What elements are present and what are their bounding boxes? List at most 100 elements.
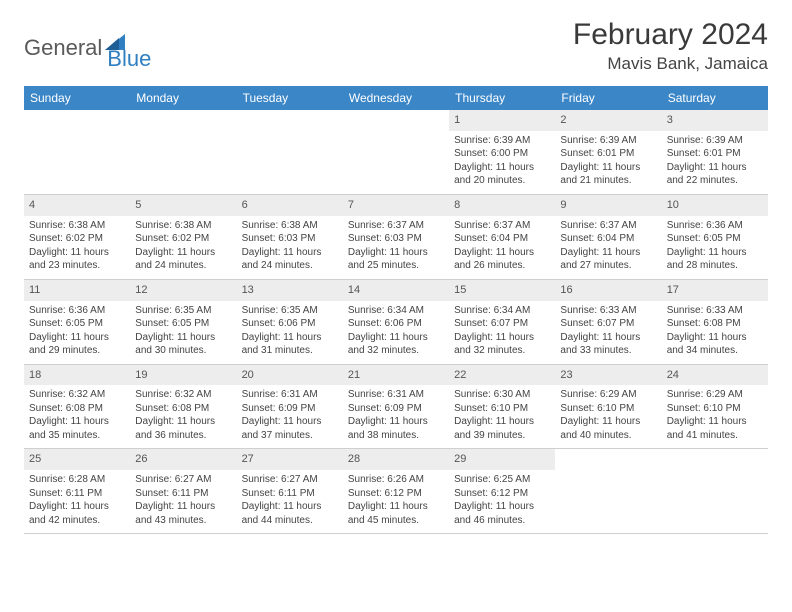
day-sunset: Sunset: 6:04 PM [560, 232, 656, 246]
day-sunset: Sunset: 6:06 PM [348, 317, 444, 331]
day-dl2: and 39 minutes. [454, 429, 550, 443]
day-sunset: Sunset: 6:05 PM [667, 232, 763, 246]
day-sunset: Sunset: 6:02 PM [135, 232, 231, 246]
day-sunset: Sunset: 6:08 PM [29, 402, 125, 416]
calendar-day-cell: 28Sunrise: 6:26 AMSunset: 6:12 PMDayligh… [343, 449, 449, 534]
day-dl1: Daylight: 11 hours [667, 331, 763, 345]
day-sunset: Sunset: 6:08 PM [135, 402, 231, 416]
weekday-header: Saturday [662, 86, 768, 110]
day-sunrise: Sunrise: 6:36 AM [667, 219, 763, 233]
day-sunrise: Sunrise: 6:39 AM [454, 134, 550, 148]
day-number: 9 [555, 195, 661, 216]
day-sunrise: Sunrise: 6:25 AM [454, 473, 550, 487]
day-dl1: Daylight: 11 hours [454, 246, 550, 260]
day-sunrise: Sunrise: 6:32 AM [29, 388, 125, 402]
day-sunset: Sunset: 6:06 PM [242, 317, 338, 331]
day-sunset: Sunset: 6:09 PM [348, 402, 444, 416]
title-block: February 2024 Mavis Bank, Jamaica [573, 18, 768, 74]
day-dl1: Daylight: 11 hours [454, 161, 550, 175]
day-dl2: and 28 minutes. [667, 259, 763, 273]
day-dl2: and 22 minutes. [667, 174, 763, 188]
calendar-day-cell [237, 110, 343, 194]
day-dl1: Daylight: 11 hours [667, 415, 763, 429]
day-sunrise: Sunrise: 6:30 AM [454, 388, 550, 402]
day-dl1: Daylight: 11 hours [454, 500, 550, 514]
day-sunrise: Sunrise: 6:38 AM [29, 219, 125, 233]
day-number: 2 [555, 110, 661, 131]
day-number: 5 [130, 195, 236, 216]
day-number: 11 [24, 280, 130, 301]
calendar-body: 1Sunrise: 6:39 AMSunset: 6:00 PMDaylight… [24, 110, 768, 534]
day-sunrise: Sunrise: 6:38 AM [135, 219, 231, 233]
calendar-day-cell: 26Sunrise: 6:27 AMSunset: 6:11 PMDayligh… [130, 449, 236, 534]
day-dl1: Daylight: 11 hours [667, 161, 763, 175]
day-sunrise: Sunrise: 6:39 AM [560, 134, 656, 148]
day-dl1: Daylight: 11 hours [29, 331, 125, 345]
weekday-header: Friday [555, 86, 661, 110]
day-dl2: and 46 minutes. [454, 514, 550, 528]
day-sunset: Sunset: 6:00 PM [454, 147, 550, 161]
day-sunrise: Sunrise: 6:31 AM [348, 388, 444, 402]
day-number: 22 [449, 365, 555, 386]
calendar-day-cell: 14Sunrise: 6:34 AMSunset: 6:06 PMDayligh… [343, 279, 449, 364]
day-sunset: Sunset: 6:07 PM [454, 317, 550, 331]
day-dl1: Daylight: 11 hours [348, 415, 444, 429]
day-dl1: Daylight: 11 hours [560, 161, 656, 175]
month-title: February 2024 [573, 18, 768, 52]
day-dl2: and 21 minutes. [560, 174, 656, 188]
calendar-day-cell: 19Sunrise: 6:32 AMSunset: 6:08 PMDayligh… [130, 364, 236, 449]
day-sunset: Sunset: 6:11 PM [135, 487, 231, 501]
day-dl1: Daylight: 11 hours [454, 331, 550, 345]
day-sunset: Sunset: 6:01 PM [560, 147, 656, 161]
day-sunset: Sunset: 6:12 PM [454, 487, 550, 501]
day-sunrise: Sunrise: 6:33 AM [667, 304, 763, 318]
day-sunrise: Sunrise: 6:38 AM [242, 219, 338, 233]
calendar-day-cell [24, 110, 130, 194]
day-dl2: and 37 minutes. [242, 429, 338, 443]
day-sunrise: Sunrise: 6:35 AM [242, 304, 338, 318]
day-dl2: and 38 minutes. [348, 429, 444, 443]
calendar-day-cell: 10Sunrise: 6:36 AMSunset: 6:05 PMDayligh… [662, 194, 768, 279]
calendar-day-cell: 6Sunrise: 6:38 AMSunset: 6:03 PMDaylight… [237, 194, 343, 279]
day-dl1: Daylight: 11 hours [29, 500, 125, 514]
day-number: 8 [449, 195, 555, 216]
day-sunset: Sunset: 6:05 PM [29, 317, 125, 331]
day-dl2: and 36 minutes. [135, 429, 231, 443]
day-dl1: Daylight: 11 hours [667, 246, 763, 260]
day-sunrise: Sunrise: 6:31 AM [242, 388, 338, 402]
day-dl2: and 26 minutes. [454, 259, 550, 273]
day-dl2: and 29 minutes. [29, 344, 125, 358]
day-dl1: Daylight: 11 hours [29, 246, 125, 260]
day-sunset: Sunset: 6:03 PM [348, 232, 444, 246]
day-dl1: Daylight: 11 hours [454, 415, 550, 429]
calendar-day-cell: 27Sunrise: 6:27 AMSunset: 6:11 PMDayligh… [237, 449, 343, 534]
day-dl2: and 20 minutes. [454, 174, 550, 188]
day-number: 23 [555, 365, 661, 386]
day-sunset: Sunset: 6:11 PM [242, 487, 338, 501]
day-sunrise: Sunrise: 6:29 AM [560, 388, 656, 402]
calendar-day-cell: 18Sunrise: 6:32 AMSunset: 6:08 PMDayligh… [24, 364, 130, 449]
calendar-table: Sunday Monday Tuesday Wednesday Thursday… [24, 86, 768, 534]
day-sunrise: Sunrise: 6:37 AM [560, 219, 656, 233]
day-dl2: and 24 minutes. [242, 259, 338, 273]
calendar-day-cell: 9Sunrise: 6:37 AMSunset: 6:04 PMDaylight… [555, 194, 661, 279]
day-sunset: Sunset: 6:08 PM [667, 317, 763, 331]
calendar-day-cell: 5Sunrise: 6:38 AMSunset: 6:02 PMDaylight… [130, 194, 236, 279]
day-sunrise: Sunrise: 6:37 AM [454, 219, 550, 233]
day-sunrise: Sunrise: 6:34 AM [454, 304, 550, 318]
day-number: 7 [343, 195, 449, 216]
day-number: 17 [662, 280, 768, 301]
logo-text-general: General [24, 35, 102, 61]
logo: General Blue [24, 18, 151, 72]
calendar-day-cell [130, 110, 236, 194]
calendar-day-cell: 25Sunrise: 6:28 AMSunset: 6:11 PMDayligh… [24, 449, 130, 534]
day-dl2: and 25 minutes. [348, 259, 444, 273]
calendar-day-cell: 22Sunrise: 6:30 AMSunset: 6:10 PMDayligh… [449, 364, 555, 449]
day-sunset: Sunset: 6:10 PM [667, 402, 763, 416]
day-dl1: Daylight: 11 hours [242, 415, 338, 429]
day-number: 28 [343, 449, 449, 470]
day-dl1: Daylight: 11 hours [135, 415, 231, 429]
day-number: 13 [237, 280, 343, 301]
day-number: 14 [343, 280, 449, 301]
day-dl1: Daylight: 11 hours [348, 500, 444, 514]
